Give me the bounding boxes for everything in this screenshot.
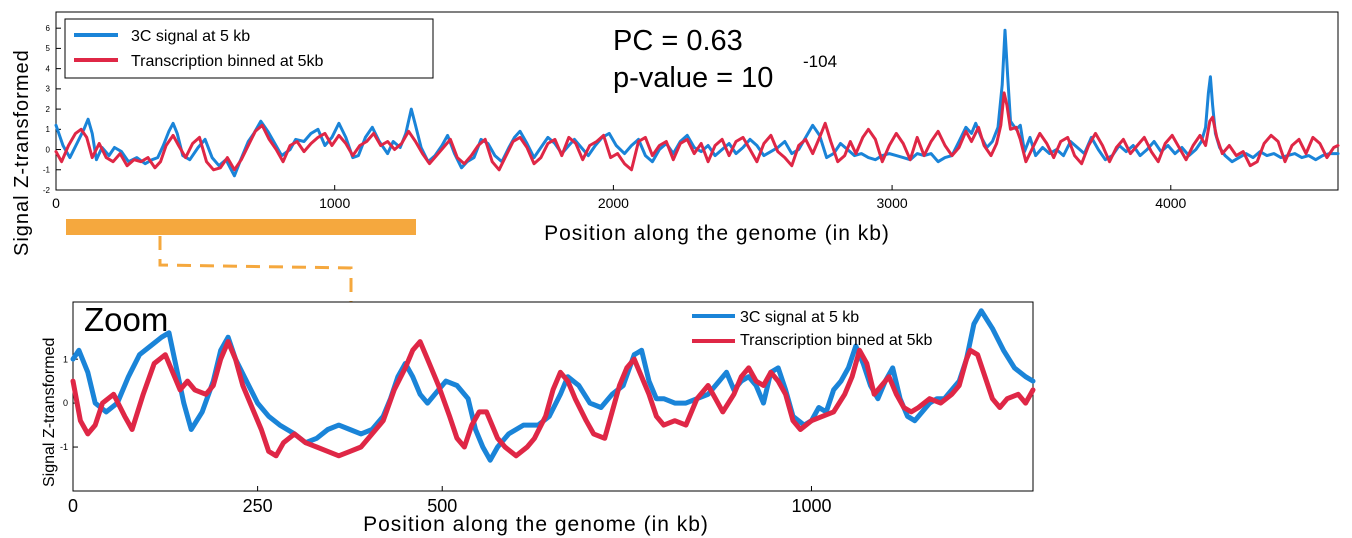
- zoom-x-tick-label: 250: [243, 496, 273, 516]
- zoom-region-highlight: [66, 219, 416, 235]
- zoom-x-tick-label: 500: [427, 496, 457, 516]
- pvalue-exponent: -104: [803, 52, 837, 71]
- main-x-tick-label: 0: [52, 195, 60, 211]
- main-y-tick-label: -2: [43, 186, 51, 195]
- main-x-ticks: 0 1000 2000 3000 4000: [52, 185, 1187, 211]
- main-legend-box: [64, 18, 434, 79]
- zoom-legend-label-transcription: Transcription binned at 5kb: [740, 332, 933, 349]
- zoom-x-tick-label: 1000: [791, 496, 831, 516]
- main-series-line-signal: [54, 28, 1340, 178]
- zoom-y-tick-label: 0: [63, 398, 68, 408]
- main-y-tick-label: 1: [46, 125, 51, 134]
- zoom-legend: 3C signal at 5 kb Transcription binned a…: [692, 309, 933, 349]
- main-series-line-transcription: [54, 91, 1340, 172]
- main-x-tick-label: 1000: [319, 195, 350, 211]
- main-legend-label-transcription: Transcription binned at 5kb: [131, 53, 324, 70]
- main-y-tick-label: 3: [46, 85, 51, 94]
- main-y-ticks: -2 -1 0 1 2 3 4 5 6: [43, 24, 61, 195]
- main-legend-label-signal: 3C signal at 5 kb: [131, 28, 250, 45]
- main-x-tick-label: 3000: [877, 195, 908, 211]
- main-x-axis-label: Position along the genome (in kb): [544, 222, 890, 245]
- main-x-tick-label: 2000: [598, 195, 629, 211]
- main-y-tick-label: -1: [43, 166, 51, 175]
- zoom-legend-label-signal: 3C signal at 5 kb: [740, 309, 859, 326]
- main-y-tick-label: 5: [46, 44, 51, 53]
- main-y-tick-label: 0: [46, 145, 51, 154]
- main-series-lines: [54, 28, 1340, 178]
- zoom-x-ticks: 0 250 500 1000: [68, 486, 831, 516]
- zoom-title: Zoom: [84, 301, 168, 338]
- zoom-y-tick-label: 1: [63, 354, 68, 364]
- main-plot: -2 -1 0 1 2 3 4 5 6 0 1000 2000 3000 4000 Signal Z-t…: [11, 11, 1340, 256]
- main-y-tick-label: 2: [46, 105, 51, 114]
- pc-annotation: PC = 0.63: [613, 25, 743, 57]
- zoom-y-tick-label: -1: [60, 442, 68, 452]
- pvalue-base: p-value = 10: [613, 62, 773, 94]
- zoom-series-line-transcription: [70, 339, 1036, 459]
- zoom-plot: -1 0 1 0 250 500 1000 Zoom Signal Z-transform…: [41, 301, 1036, 536]
- main-y-tick-label: 4: [46, 64, 51, 73]
- zoom-connector: [66, 219, 416, 302]
- zoom-x-tick-label: 0: [68, 496, 78, 516]
- zoom-y-axis-label: Signal Z-transformed: [41, 338, 58, 487]
- zoom-x-axis-label: Position along the genome (in kb): [363, 513, 709, 536]
- main-y-tick-label: 6: [46, 24, 51, 33]
- main-legend: 3C signal at 5 kb Transcription binned a…: [64, 18, 434, 79]
- pvalue-annotation: p-value = 10: [613, 62, 773, 94]
- main-x-tick-label: 4000: [1155, 195, 1186, 211]
- main-y-axis-label: Signal Z-transformed: [11, 49, 33, 256]
- zoom-series-lines: [70, 308, 1036, 463]
- zoom-dashed-connector: [158, 236, 353, 302]
